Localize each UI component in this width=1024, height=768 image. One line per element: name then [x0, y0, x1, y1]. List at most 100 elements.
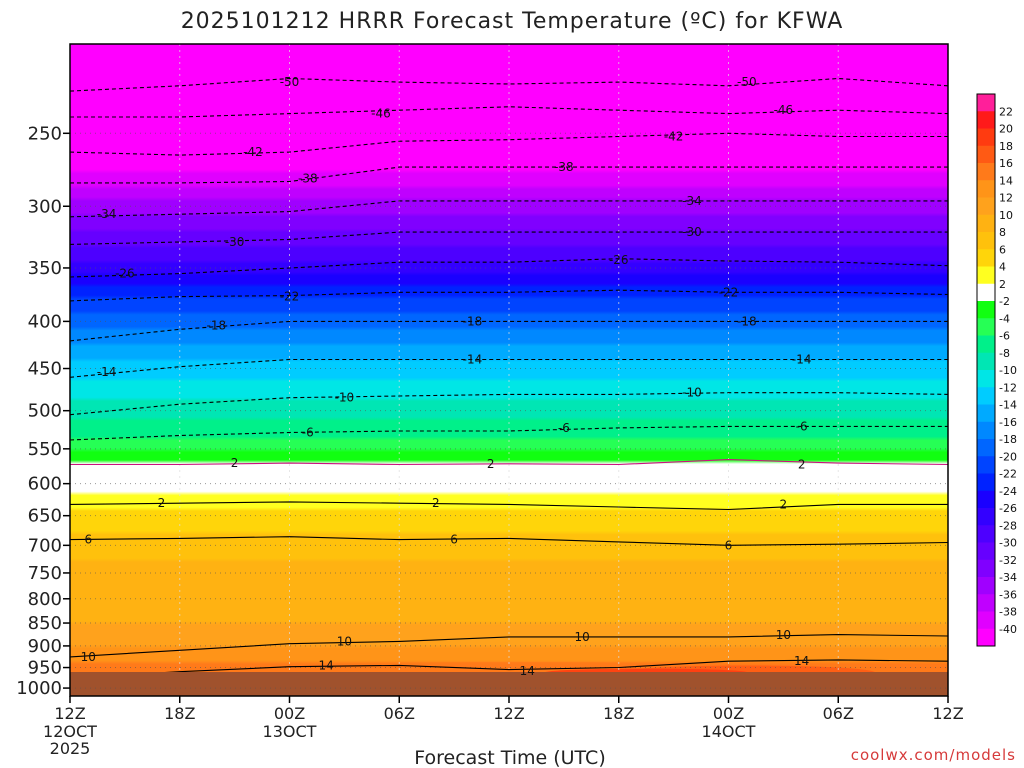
y-tick-label-15: 1000 [16, 678, 62, 699]
ground-surface [70, 672, 948, 696]
chart-title: 2025101212 HRRR Forecast Temperature (ºC… [181, 9, 844, 34]
x-tick-date-6: 14OCT [702, 722, 756, 741]
colorbar-swatch-7 [977, 214, 995, 233]
y-tick-label-9: 700 [28, 535, 62, 556]
isotherm-label-26: -6 [796, 419, 808, 433]
colorbar-swatch-21 [977, 456, 995, 474]
colorbar: 22 20 18 16 14 12 10 8 6 4 2 -2 -4 -6 -8 -10 -12 -14 -16 -1… [976, 93, 1017, 647]
isotherm-label-20: -14 [463, 353, 483, 367]
x-tick-label-4: 12Z [493, 704, 524, 723]
isotherm-label-27: 2 [231, 456, 239, 470]
colorbar-swatch-27 [977, 559, 995, 578]
y-tick-label-1: 300 [28, 196, 62, 217]
colorbar-swatch-20 [977, 439, 995, 457]
isotherm-label-1: -50 [737, 75, 757, 89]
colorbar-tick-9: 4 [999, 261, 1006, 274]
colorbar-swatch-5 [977, 180, 995, 198]
plot-area: -50 -50 -46 -46 -42 -42 -38 -38 -34 -34 -30 -30 -26 -… [69, 43, 949, 697]
colorbar-tick-10: 2 [999, 278, 1006, 291]
colorbar-tick-12: -4 [999, 312, 1010, 325]
colorbar-swatch-24 [977, 508, 995, 526]
y-tick-label-5: 500 [28, 401, 62, 422]
isotherm-label-14: -22 [280, 290, 300, 304]
colorbar-tick-4: 14 [999, 174, 1013, 187]
colorbar-tick-30: -40 [999, 623, 1017, 636]
credit-link[interactable]: coolwx.com/models [851, 746, 1016, 764]
isotherm-label-6: -38 [298, 172, 318, 186]
y-tick-label-0: 250 [28, 123, 62, 144]
colorbar-swatch-4 [977, 163, 995, 181]
isotherm-minus6-11 [70, 425, 948, 441]
colorbar-swatch-0 [977, 94, 995, 112]
isotherm-label-39: 10 [776, 628, 791, 642]
isotherm-label-21: -14 [792, 353, 812, 367]
colorbar-tick-23: -26 [999, 502, 1017, 515]
isotherm-label-42: 14 [794, 654, 809, 668]
y-tick-label-4: 450 [28, 359, 62, 380]
colorbar-tick-7: 8 [999, 226, 1006, 239]
colorbar-swatch-18 [977, 404, 995, 423]
colorbar-tick-20: -20 [999, 450, 1017, 463]
colorbar-tick-11: -2 [999, 295, 1010, 308]
colorbar-tick-28: -36 [999, 588, 1017, 601]
isotherm-label-13: -26 [609, 253, 629, 267]
y-tick-label-8: 650 [28, 506, 62, 527]
isotherm-label-11: -30 [682, 225, 702, 239]
y-tick-label-7: 600 [28, 474, 62, 495]
isotherm-labels: -50 -50 -46 -46 -42 -42 -38 -38 -34 -34 -30 -30 -26 -… [81, 75, 812, 678]
colorbar-tick-17: -14 [999, 399, 1017, 412]
colorbar-swatch-12 [977, 301, 995, 319]
x-tick-date-2: 13OCT [263, 722, 317, 741]
colorbar-swatch-10 [977, 266, 995, 285]
x-tick-label-7: 06Z [823, 704, 854, 723]
isotherm-minus22-7 [70, 289, 948, 302]
colorbar-tick-1: 20 [999, 123, 1013, 136]
isotherm-2-12 [70, 459, 948, 466]
x-tick-label-0: 12Z [54, 704, 85, 723]
colorbar-tick-6: 10 [999, 209, 1013, 222]
isotherm-label-33: 6 [84, 533, 92, 547]
colorbar-tick-19: -18 [999, 433, 1017, 446]
colorbar-tick-22: -24 [999, 485, 1017, 498]
colorbar-tick-2: 18 [999, 140, 1013, 153]
colorbar-tick-21: -22 [999, 468, 1017, 481]
y-tick-label-3: 400 [28, 311, 62, 332]
y-tick-label-13: 900 [28, 636, 62, 657]
isotherm-label-2: -46 [371, 107, 391, 121]
colorbar-swatch-23 [977, 490, 995, 509]
isotherm-label-17: -18 [463, 314, 483, 328]
colorbar-swatch-11 [977, 283, 995, 302]
isotherm-2-13 [70, 501, 948, 511]
colorbar-tick-14: -8 [999, 347, 1010, 360]
y-tick-label-14: 950 [28, 658, 62, 679]
colorbar-swatch-3 [977, 145, 995, 164]
colorbar-tick-29: -38 [999, 606, 1017, 619]
isotherm-label-24: -6 [302, 425, 314, 439]
colorbar-tick-18: -16 [999, 416, 1017, 429]
isotherm-label-36: 10 [81, 650, 96, 664]
isotherm-label-9: -34 [682, 194, 702, 208]
colorbar-tick-8: 6 [999, 243, 1006, 256]
isotherm-label-37: 10 [337, 634, 352, 648]
x-tick-label-5: 18Z [603, 704, 634, 723]
colorbar-swatch-25 [977, 525, 995, 543]
y-tick-label-2: 350 [28, 258, 62, 279]
isotherm-label-16: -18 [207, 318, 227, 332]
colorbar-swatch-6 [977, 197, 995, 216]
y-axis: 2503003504004505005506006507007508008509… [16, 123, 70, 699]
isotherm-minus18-8 [70, 320, 948, 342]
y-tick-label-11: 800 [28, 589, 62, 610]
y-tick-label-6: 550 [28, 439, 62, 460]
colorbar-swatch-15 [977, 352, 995, 371]
isotherm-label-31: 2 [432, 496, 440, 510]
isotherm-label-10: -30 [225, 235, 245, 249]
colorbar-swatch-28 [977, 577, 995, 595]
isotherm-label-3: -46 [774, 103, 794, 117]
isotherm-label-40: 14 [318, 658, 333, 672]
y-tick-label-12: 850 [28, 613, 62, 634]
colorbar-tick-16: -12 [999, 381, 1017, 394]
isotherm-label-19: -14 [97, 365, 117, 379]
colorbar-tick-5: 12 [999, 192, 1013, 205]
